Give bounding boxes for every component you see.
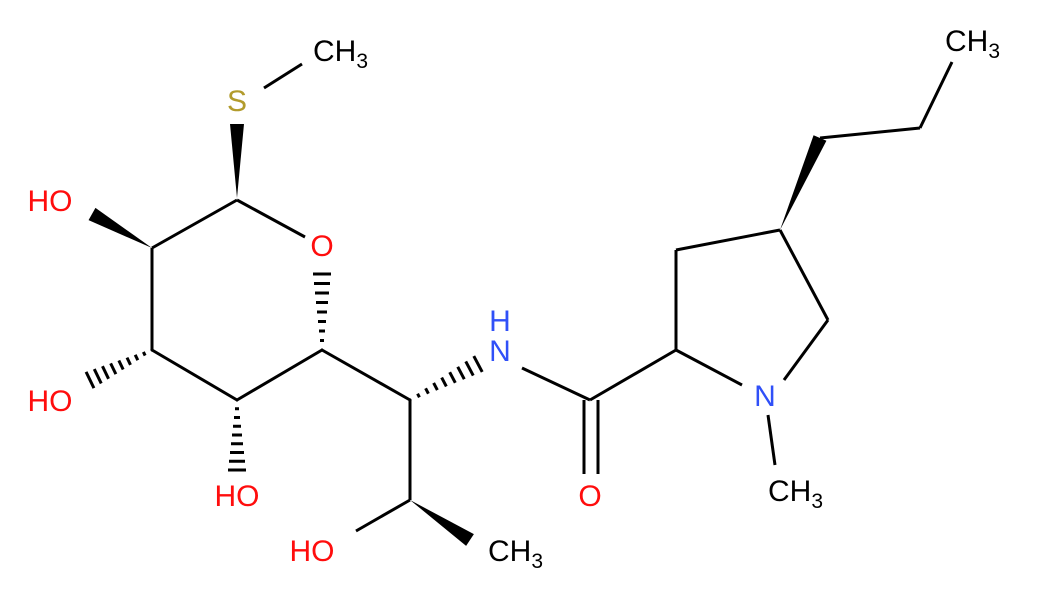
stereo-bond [472, 355, 484, 373]
atom-label: CH3 [313, 35, 368, 73]
bond [766, 414, 777, 466]
atom-symbol: CH [945, 25, 988, 58]
bond [918, 61, 954, 129]
stereo-bond [456, 366, 466, 380]
bond [521, 366, 591, 402]
atom-label: N [489, 335, 511, 368]
atom-symbol: CH [313, 35, 356, 68]
bonds [84, 61, 954, 546]
bond [782, 319, 830, 381]
bond [151, 348, 238, 402]
atom-subscript: 3 [811, 490, 823, 513]
atom-label: S [227, 85, 247, 118]
atom-symbol: CH [768, 475, 811, 508]
bond [321, 348, 411, 402]
stereo-bond [142, 351, 147, 357]
bond [236, 198, 306, 239]
bond [675, 348, 743, 387]
atom-label: H [489, 305, 511, 338]
stereo-bond [133, 354, 140, 361]
stereo-bond [109, 362, 118, 375]
atom-label: CH3 [488, 535, 543, 573]
bond [589, 348, 677, 402]
bond [236, 348, 323, 402]
atom-subscript: 3 [988, 40, 1000, 63]
stereo-bond [464, 360, 475, 377]
bond [151, 198, 238, 250]
bond [263, 62, 303, 90]
atom-label: HO [28, 385, 73, 418]
bond [675, 228, 781, 252]
stereo-bond [780, 135, 827, 230]
atom-subscript: 3 [531, 550, 543, 573]
atom-label: HO [215, 480, 260, 513]
bond [355, 498, 411, 533]
stereo-bond [230, 124, 244, 198]
stereo-bond [101, 365, 110, 380]
atom-label: HO [290, 535, 335, 568]
atom-label: O [578, 480, 601, 513]
atom-label: N [754, 380, 776, 413]
atom-label: HO [28, 185, 73, 218]
atom-symbol: CH [488, 535, 531, 568]
stereo-bond [92, 368, 103, 385]
stereo-bond [448, 371, 457, 384]
stereo-bond [424, 387, 430, 395]
bond [819, 126, 921, 140]
bond [778, 229, 830, 321]
atom-subscript: 3 [356, 50, 368, 73]
atom-label: O [310, 230, 333, 263]
stereo-bond [84, 371, 96, 389]
stereo-bond [416, 393, 421, 398]
stereo-bond [150, 348, 154, 352]
stereo-bond [410, 500, 474, 546]
atom-label: CH3 [768, 475, 823, 513]
stereo-bond [125, 356, 132, 366]
stereo-bond [408, 398, 412, 402]
atom-label: CH3 [945, 25, 1000, 63]
stereo-bond [440, 376, 448, 388]
stereo-bond [88, 207, 152, 248]
stereo-bond [117, 359, 125, 371]
stereo-bond [432, 382, 439, 391]
